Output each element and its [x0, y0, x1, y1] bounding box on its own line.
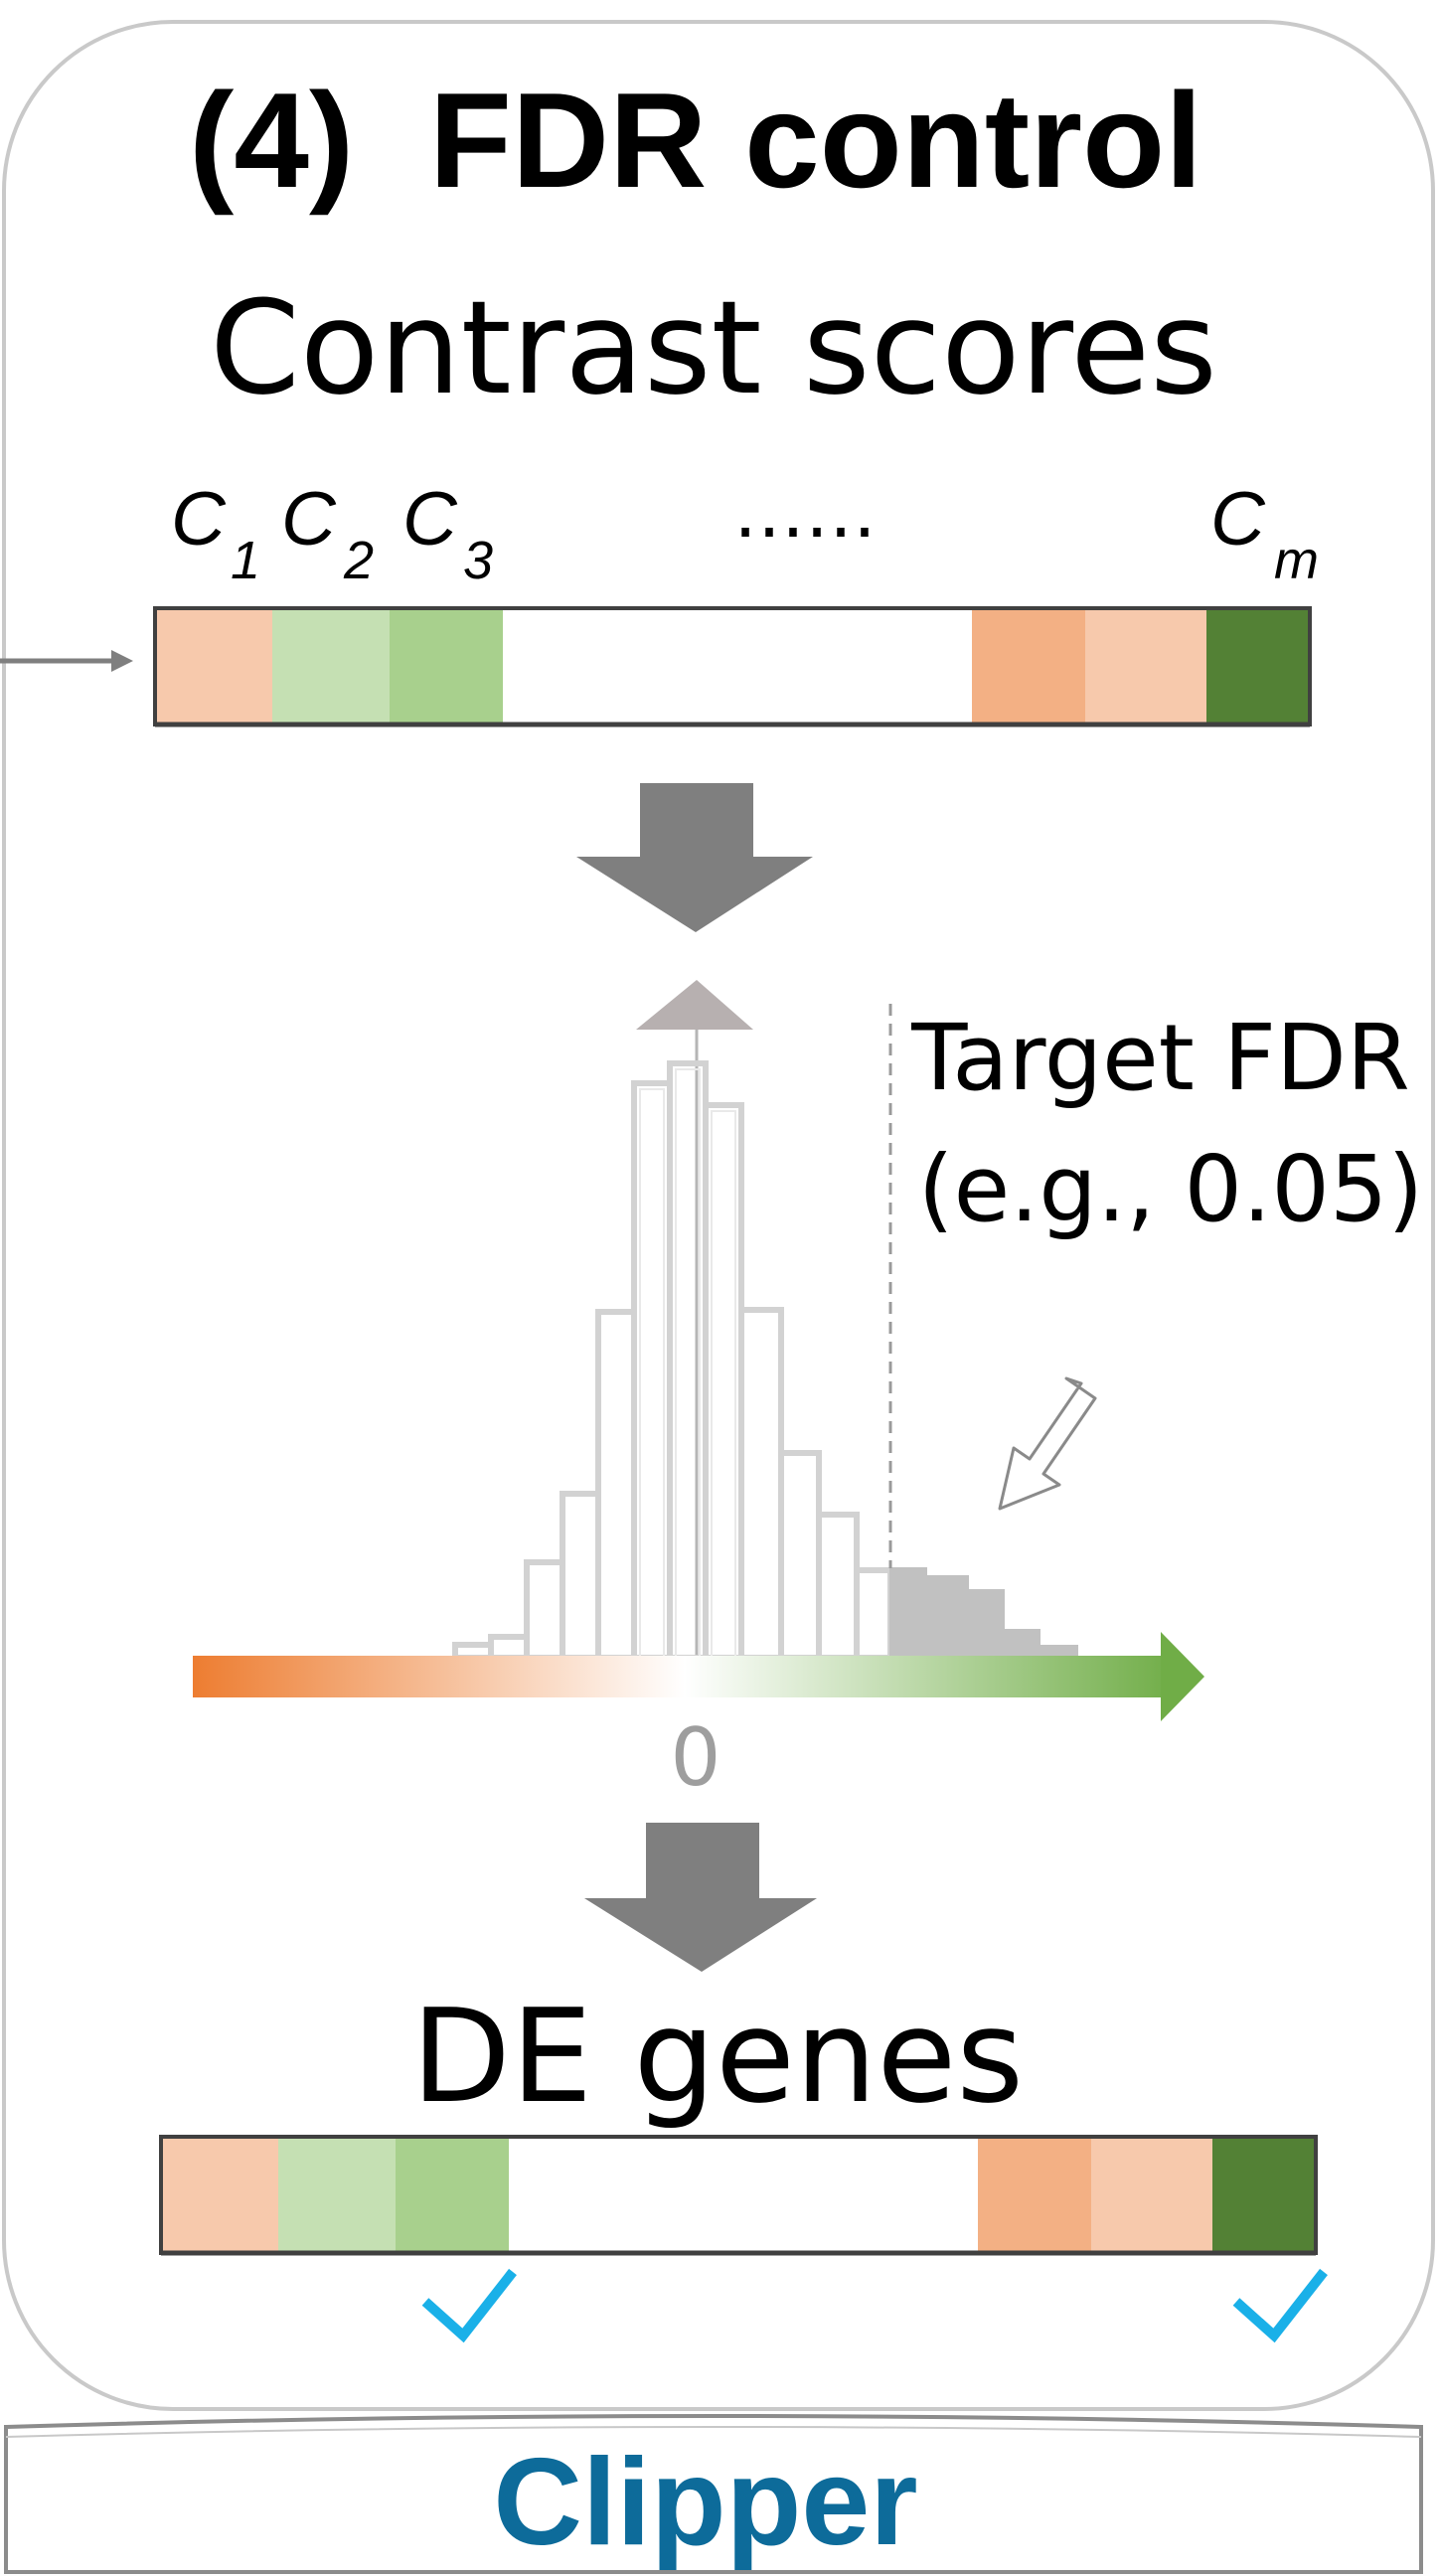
- score-cell-c3: [390, 608, 503, 724]
- svg-text:2: 2: [343, 531, 374, 590]
- svg-text:C: C: [402, 477, 458, 562]
- down-arrow-2: [584, 1823, 817, 1972]
- score-histogram: [452, 980, 1078, 1661]
- score-cell-light-orange: [1085, 608, 1206, 724]
- de-cell-c1: [161, 2137, 278, 2253]
- score-cell-c2: [272, 608, 390, 724]
- panel-title: (4) FDR control: [189, 65, 1202, 216]
- down-arrow-1: [576, 783, 813, 932]
- check-icon-c3: [421, 2268, 517, 2343]
- hollow-pointer-arrow-icon: [998, 1376, 1097, 1511]
- de-genes-strip: [159, 2135, 1318, 2256]
- svg-text:C: C: [1210, 477, 1266, 562]
- rejection-bar: [889, 1567, 927, 1659]
- contrast-score-strip: [153, 606, 1312, 727]
- contrast-scores-heading: Contrast scores: [210, 272, 1217, 423]
- de-cell-c3: [396, 2137, 509, 2253]
- score-label-c1: C 1: [171, 477, 260, 590]
- score-label-c3: C 3: [402, 477, 493, 590]
- axis-arrowhead-icon: [1161, 1632, 1204, 1721]
- target-fdr-label: Target FDR: [910, 1005, 1410, 1111]
- svg-text:C: C: [281, 477, 337, 562]
- svg-text:m: m: [1274, 531, 1319, 590]
- up-arrow-icon: [636, 980, 753, 1030]
- target-fdr-example: (e.g., 0.05): [918, 1136, 1424, 1242]
- incoming-arrow: [0, 650, 133, 672]
- de-cell-light-orange: [1091, 2137, 1212, 2253]
- de-cell-cm: [1212, 2137, 1316, 2253]
- score-ellipsis: ……: [733, 470, 877, 554]
- svg-text:C: C: [171, 477, 227, 562]
- score-label-cm: C m: [1210, 477, 1319, 590]
- de-cell-orange: [978, 2137, 1091, 2253]
- score-cell-orange: [972, 608, 1085, 724]
- de-cell-blank: [509, 2137, 978, 2253]
- rejection-bar: [925, 1575, 969, 1659]
- axis-zero-label: 0: [671, 1711, 721, 1804]
- hist-bar: [816, 1512, 860, 1661]
- svg-text:1: 1: [231, 531, 260, 590]
- rejection-bar: [1003, 1629, 1040, 1659]
- score-cell-cm: [1206, 608, 1310, 724]
- score-cell-c1: [155, 608, 272, 724]
- clipper-label: Clipper: [493, 2434, 917, 2571]
- contrast-score-axis: [193, 1632, 1204, 1721]
- panel-border: [2, 20, 1435, 2411]
- de-genes-heading: DE genes: [411, 1981, 1024, 2132]
- hist-bar: [560, 1491, 601, 1661]
- rejection-bar: [967, 1589, 1005, 1659]
- hist-bar: [854, 1567, 893, 1661]
- score-cell-blank: [503, 608, 972, 724]
- hist-bar: [778, 1450, 822, 1661]
- check-icon-cm: [1232, 2268, 1328, 2343]
- clipper-footer: [4, 2414, 1423, 2574]
- score-label-c2: C 2: [281, 477, 374, 590]
- hist-bar: [595, 1309, 637, 1661]
- de-cell-c2: [278, 2137, 396, 2253]
- hist-bar: [488, 1634, 530, 1661]
- hist-bar: [524, 1559, 565, 1661]
- svg-text:3: 3: [463, 531, 493, 590]
- hist-bar: [738, 1307, 784, 1661]
